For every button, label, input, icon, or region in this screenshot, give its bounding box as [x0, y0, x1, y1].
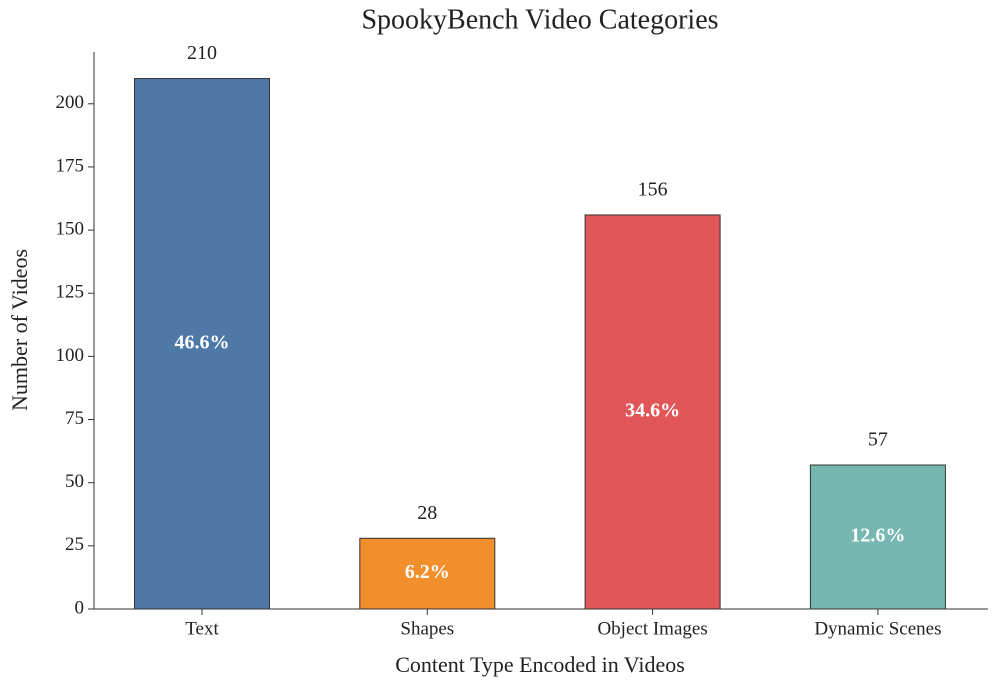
y-axis-label: Number of Videos: [7, 249, 32, 411]
x-tick-label: Text: [185, 618, 219, 639]
y-tick-label: 100: [56, 345, 85, 366]
value-label: 210: [187, 42, 217, 64]
x-tick-label: Dynamic Scenes: [814, 618, 941, 639]
y-tick-label: 75: [65, 408, 84, 429]
bar: [584, 214, 721, 610]
y-tick-label: 0: [75, 597, 85, 618]
value-label: 156: [638, 179, 668, 201]
y-tick-label: 125: [56, 282, 85, 303]
percent-label: 12.6%: [850, 525, 905, 547]
x-tick-label: Object Images: [597, 618, 707, 639]
x-axis-label: Content Type Encoded in Videos: [395, 652, 685, 677]
value-label: 57: [868, 429, 888, 451]
bar: [134, 78, 270, 610]
chart-title: SpookyBench Video Categories: [361, 4, 718, 35]
y-tick-label: 150: [56, 218, 85, 239]
y-tick-label: 25: [65, 534, 84, 555]
percent-label: 46.6%: [175, 331, 230, 353]
y-tick-label: 50: [65, 471, 84, 492]
value-label: 28: [417, 502, 437, 524]
percent-label: 34.6%: [625, 400, 680, 422]
x-tick-label: Shapes: [400, 618, 454, 639]
percent-label: 6.2%: [405, 561, 450, 583]
y-tick-label: 175: [56, 155, 85, 176]
y-tick-label: 200: [56, 92, 85, 113]
bar: [809, 464, 946, 610]
bar: [359, 537, 496, 610]
